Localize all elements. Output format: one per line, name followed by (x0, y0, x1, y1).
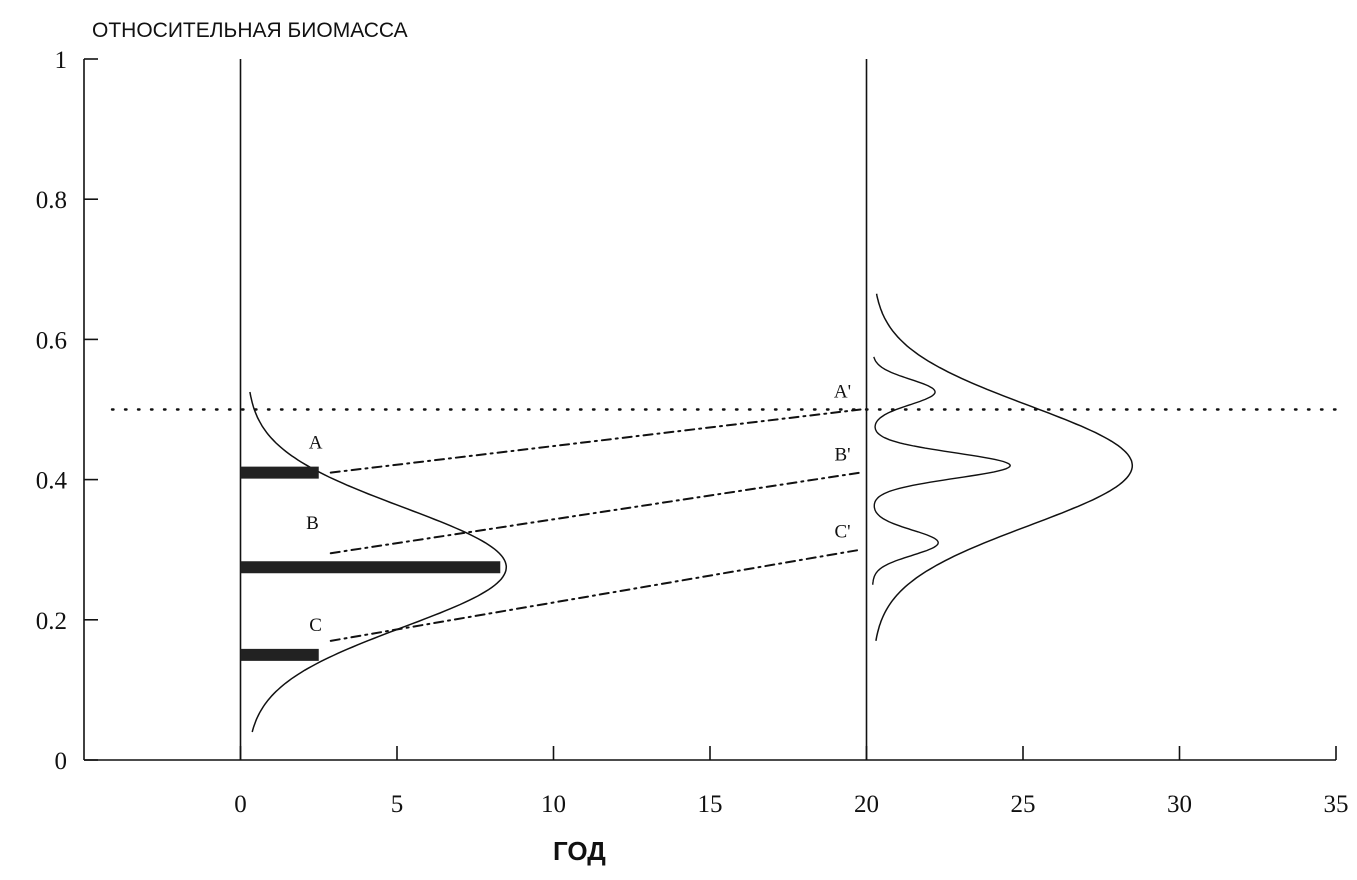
trajectory-line (329, 471, 862, 555)
trajectory-line (329, 408, 862, 474)
y-tick-label: 1 (55, 47, 68, 74)
y-tick-label: 0.8 (36, 187, 67, 214)
initial-point-label: C (309, 615, 322, 636)
x-tick-label: 15 (698, 791, 723, 818)
y-tick-label: 0.2 (36, 608, 67, 635)
x-tick-label: 35 (1324, 791, 1349, 818)
y-tick-label: 0 (55, 748, 68, 775)
initial-point-label: B (306, 513, 319, 534)
final-component-curve (872, 356, 1011, 585)
x-tick-label: 5 (391, 791, 404, 818)
initial-point-label: A (309, 433, 323, 454)
y-tick-label: 0.4 (36, 468, 68, 495)
x-axis-title: ГОД (553, 836, 606, 866)
final-point-label: A' (834, 382, 851, 403)
trajectory-line (329, 548, 862, 642)
x-tick-label: 25 (1011, 791, 1036, 818)
y-axis-title: ОТНОСИТЕЛЬНАЯ БИОМАССА (92, 19, 408, 42)
final-distribution-curve (875, 293, 1134, 641)
initial-distribution-curve (249, 391, 508, 733)
y-tick-label: 0.6 (36, 327, 67, 354)
final-point-label: C' (834, 522, 850, 543)
x-tick-label: 30 (1167, 791, 1192, 818)
x-tick-label: 10 (541, 791, 566, 818)
final-point-label: B' (834, 445, 850, 466)
x-tick-label: 0 (234, 791, 247, 818)
x-tick-label: 20 (854, 791, 879, 818)
